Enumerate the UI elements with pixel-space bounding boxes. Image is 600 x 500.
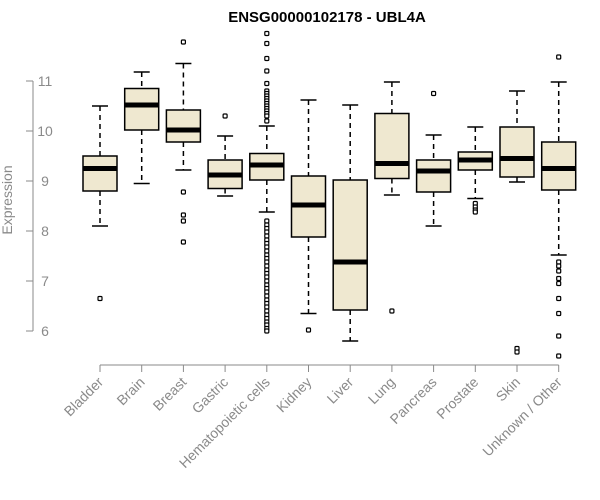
iqr-box — [499, 126, 535, 178]
outlier-point — [180, 212, 186, 218]
outlier-point — [556, 268, 562, 274]
chart-title: ENSG00000102178 - UBL4A — [228, 9, 426, 26]
x-tick-label: Liver — [324, 374, 357, 407]
outlier-point — [264, 68, 270, 74]
outlier-point — [264, 118, 270, 124]
x-tick-label: Breast — [150, 374, 190, 414]
y-tick-label: 6 — [41, 323, 49, 339]
outlier-point — [556, 353, 562, 359]
x-tick-label: Lung — [365, 374, 398, 407]
box-prostate — [457, 126, 494, 215]
y-tick-label: 7 — [41, 273, 49, 289]
iqr-box — [415, 159, 452, 193]
outlier-point — [514, 349, 520, 355]
y-tick-label: 8 — [41, 223, 49, 239]
outlier-point — [389, 308, 395, 314]
outlier-point — [556, 310, 562, 317]
y-axis: 6 7 8 9 10 11 — [26, 73, 53, 339]
y-tick-label: 10 — [37, 123, 53, 139]
y-tick-label: 9 — [41, 173, 49, 189]
outlier-point — [264, 55, 270, 62]
x-tick-label: Unknown / Other — [479, 374, 565, 460]
box-liver — [332, 104, 368, 342]
outlier-point — [556, 333, 562, 339]
box-pancreas — [415, 90, 452, 227]
outlier-point — [180, 239, 186, 245]
box-unknown-other — [540, 54, 577, 359]
box-hematopoietic-cells — [249, 30, 285, 334]
iqr-box — [123, 87, 160, 131]
box-kidney — [290, 99, 327, 333]
outlier-point — [556, 295, 562, 302]
outlier-point — [264, 30, 270, 37]
box-gastric — [207, 113, 243, 197]
iqr-box — [374, 112, 410, 180]
iqr-box — [332, 179, 368, 311]
outlier-point — [556, 263, 562, 269]
x-tick-label: Kidney — [273, 374, 315, 416]
outlier-point — [180, 218, 186, 224]
outlier-point — [305, 327, 312, 333]
outlier-point — [264, 80, 270, 87]
outlier-point — [180, 189, 186, 195]
outlier-point — [97, 295, 103, 302]
iqr-box — [165, 109, 202, 143]
x-tick-label: Brain — [113, 374, 147, 408]
outlier-point — [222, 113, 228, 119]
outlier-point — [264, 113, 270, 119]
box-skin — [499, 90, 535, 355]
outlier-point — [180, 39, 186, 45]
x-tick-label: Bladder — [61, 374, 107, 420]
outlier-point — [431, 90, 437, 97]
outlier-point — [264, 328, 270, 334]
outlier-point — [556, 54, 562, 60]
y-axis-label: Expression — [0, 165, 15, 234]
outlier-point — [556, 280, 562, 287]
x-tick-label: Skin — [493, 374, 524, 405]
box-brain — [123, 71, 160, 185]
box-lung — [374, 81, 410, 314]
outlier-point — [472, 209, 478, 215]
box-series — [82, 30, 577, 359]
iqr-box — [82, 155, 118, 192]
box-breast — [165, 39, 202, 245]
outlier-point — [556, 275, 562, 282]
outlier-point — [264, 40, 270, 47]
box-bladder — [82, 105, 118, 302]
y-tick-label: 11 — [38, 73, 53, 89]
x-tick-label: Prostate — [433, 374, 481, 422]
